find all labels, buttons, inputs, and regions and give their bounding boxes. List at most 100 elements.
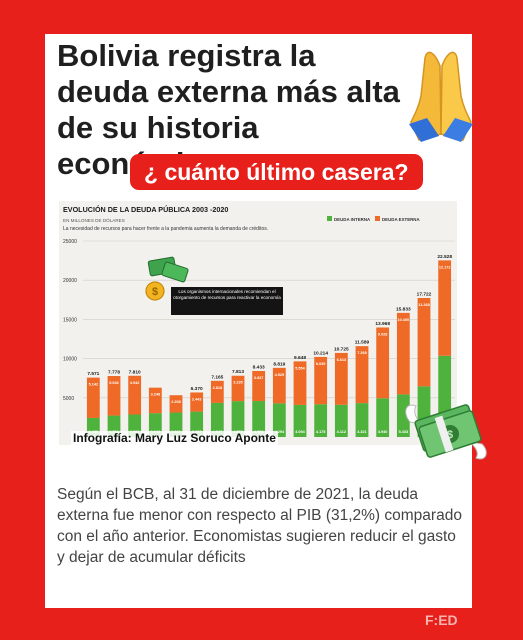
label-externa: 3.837 [254,376,264,380]
bar-externa [210,380,224,403]
bar-interna [190,411,204,437]
label-total: 6.370 [191,386,203,392]
label-externa: 2.818 [213,386,223,390]
label-externa: 6.613 [337,358,347,362]
label-interna: 4.940 [378,430,388,434]
label-externa: 11.268 [418,303,429,307]
debt-chart: EVOLUCIÓN DE LA DEUDA PÚBLICA 2003 -2020… [59,201,457,445]
legend-label-interna: DEUDA INTERNA [334,217,371,222]
label-total: 10.214 [313,350,328,356]
money-stack-icon: $ [145,256,189,301]
y-tick-label: 10000 [63,357,77,363]
bar-externa [438,260,452,356]
label-total: 7.165 [211,374,223,380]
label-externa: 6.039 [316,362,326,366]
y-tick-label: 5000 [63,396,74,402]
news-card: Bolivia registra la deuda externa más al… [45,34,487,608]
bars [86,260,452,437]
bar-interna [293,404,307,437]
bar-interna [272,403,286,437]
bar-interna [334,404,348,437]
annotation-box [171,287,283,315]
article-body: Según el BCB, al 31 de diciembre de 2021… [57,486,462,566]
label-externa: 3.248 [151,393,161,397]
y-tick-label: 15000 [63,317,77,323]
bar-interna [231,401,245,437]
headline: Bolivia registra la deuda externa más al… [57,38,400,181]
label-externa: 7.268 [357,351,367,355]
label-externa: 5.142 [89,383,99,387]
label-interna: 4.175 [316,430,326,434]
bar-interna [355,403,369,437]
label-externa: 3.235 [233,381,243,385]
label-externa: 4.525 [275,373,285,377]
bar-labels: 2.4305.1427.5712.7325.0467.7782.8684.942… [87,254,452,434]
label-total: 11.589 [355,340,370,346]
label-total: 10.725 [334,346,349,352]
bar-externa [376,327,390,399]
bar-externa [396,312,410,395]
bar-externa [334,352,348,405]
y-tick-label: 25000 [63,239,77,245]
bar-externa [355,346,369,404]
praying-hands-icon [409,51,473,142]
label-interna: 4.094 [295,430,305,434]
legend-swatch-interna [327,216,332,221]
label-externa: 5.046 [109,381,119,385]
bar-interna [210,402,224,437]
debt-chart-svg: EVOLUCIÓN DE LA DEUDA PÚBLICA 2003 -2020… [63,205,455,437]
label-total: 22.528 [437,254,452,260]
bar-externa [169,395,183,413]
label-total: 7.571 [87,371,99,377]
bar-interna [314,404,328,437]
bar-externa [252,370,266,402]
bar-externa [231,375,245,402]
chart-title: EVOLUCIÓN DE LA DEUDA PÚBLICA 2003 -2020 [63,205,228,214]
gridlines: 25000 20000 15000 10000 5000 [63,239,455,402]
bar-interna [396,394,410,437]
label-interna: 4.294 [275,430,285,434]
y-tick-label: 20000 [63,278,77,284]
label-total: 15.833 [396,306,411,312]
chart-units: EN MILLONES DE DÓLARES [63,217,125,223]
label-total: 17.722 [417,291,432,297]
label-total: 7.778 [108,370,120,376]
label-total: 8.433 [253,364,265,370]
label-externa: 5.554 [295,366,305,370]
source-tag: F:ED [425,612,458,628]
legend-label-externa: DEUDA EXTERNA [382,217,420,222]
label-externa: 9.028 [378,332,388,336]
svg-text:$: $ [152,286,158,298]
label-total: 9.648 [294,355,306,361]
legend-swatch-externa [375,216,380,221]
bar-interna [376,398,390,437]
label-interna: 5.433 [399,430,409,434]
money-with-wings-icon: $ [405,404,487,460]
question-pill: ¿ cuánto último casera? [130,154,423,190]
bar-externa [314,356,328,405]
label-total: 7.810 [129,369,141,375]
label-interna: 4.321 [357,430,367,434]
label-externa: 10.400 [398,318,410,322]
svg-text:$: $ [447,429,453,441]
chart-subtitle: La necesidad de recursos para hacer fren… [63,226,268,232]
chart-credit: Infografía: Mary Luz Soruco Aponte [71,431,278,445]
bar-externa [190,392,204,412]
bar-interna [169,412,183,437]
bar-externa [272,367,286,404]
bar-interna [252,401,266,437]
label-externa: 2.208 [171,400,181,404]
label-externa: 4.942 [130,381,140,385]
bar-externa [148,387,162,414]
label-total: 8.819 [273,361,285,367]
bar-externa [128,375,142,415]
bar-externa [293,361,307,405]
label-externa: 12.172 [439,265,451,269]
bar-externa [86,377,100,418]
label-interna: 4.112 [337,430,346,434]
label-total: 13.968 [375,321,390,327]
label-externa: 2.443 [192,397,202,401]
bar-externa [107,376,121,416]
label-total: 7.813 [232,369,244,375]
bar-externa [417,297,431,387]
